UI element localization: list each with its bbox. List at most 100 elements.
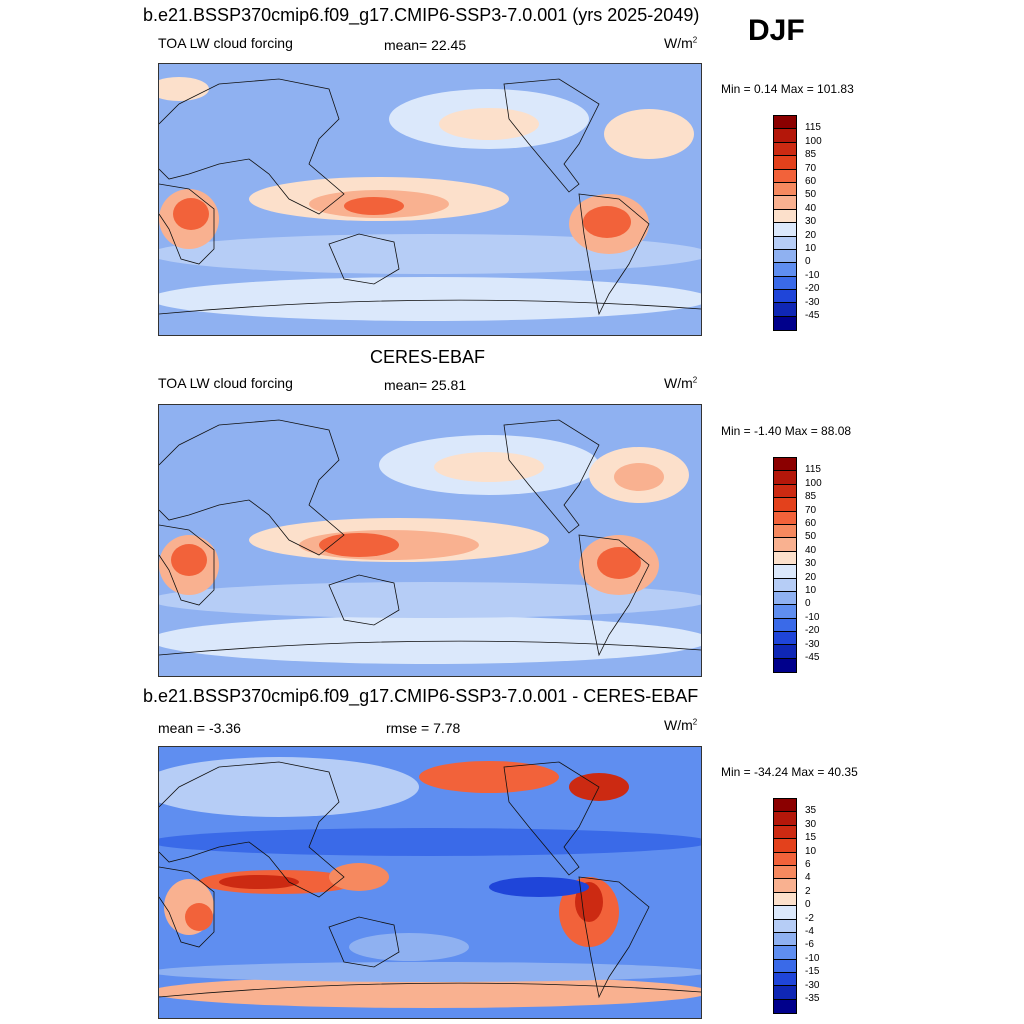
colorbar-swatch (774, 263, 796, 277)
colorbar-tick-label: -10 (805, 952, 820, 964)
colorbar-tick-label: -45 (805, 310, 820, 321)
panel-1-variable: TOA LW cloud forcing (158, 35, 293, 51)
panel-2-colorbar (773, 457, 797, 674)
colorbar-swatch (774, 458, 796, 472)
colorbar-tick-label: 40 (805, 202, 817, 214)
colorbar-tick-label: 10 (805, 845, 817, 857)
colorbar-swatch (774, 645, 796, 659)
panel-2-mean: mean= 25.81 (384, 377, 467, 393)
colorbar-swatch (774, 999, 796, 1014)
colorbar-tick-label: -35 (805, 993, 820, 1004)
colorbar-swatch (774, 906, 796, 920)
colorbar-tick-label: -45 (805, 652, 820, 663)
colorbar-tick-label: -20 (805, 625, 820, 637)
colorbar-tick-label: 15 (805, 832, 817, 844)
season-label: DJF (748, 14, 805, 47)
colorbar-tick-label: 60 (805, 518, 817, 529)
colorbar-swatch (774, 156, 796, 170)
colorbar-swatch (774, 591, 796, 606)
colorbar-tick-label: -20 (805, 283, 820, 295)
panel-1-mean: mean= 22.45 (384, 37, 467, 53)
panel-2-units: W/m2 (664, 375, 698, 391)
colorbar-swatch (774, 852, 796, 866)
colorbar-tick-label: 85 (805, 491, 817, 503)
colorbar-tick-label: -30 (805, 296, 820, 308)
colorbar-swatch (774, 605, 796, 619)
colorbar-swatch (774, 632, 796, 646)
colorbar-tick-label: 0 (805, 256, 811, 268)
colorbar-swatch (774, 986, 796, 1000)
panel-2-title: CERES-EBAF (370, 347, 486, 367)
colorbar-swatch (774, 799, 796, 813)
colorbar-swatch (774, 538, 796, 552)
colorbar-swatch (774, 182, 796, 197)
panel-3-units: W/m2 (664, 717, 698, 733)
colorbar-tick-label: 70 (805, 162, 817, 174)
colorbar-swatch (774, 290, 796, 304)
colorbar-tick-label: -15 (805, 966, 820, 978)
colorbar-swatch (774, 551, 796, 566)
colorbar-swatch (774, 919, 796, 933)
panel-2-map (158, 404, 702, 677)
colorbar-swatch (774, 303, 796, 317)
colorbar-swatch (774, 825, 796, 840)
colorbar-swatch (774, 484, 796, 499)
panel-2-variable: TOA LW cloud forcing (158, 375, 293, 391)
colorbar-swatch (774, 129, 796, 143)
panel-3-rmse: rmse = 7.78 (386, 720, 461, 736)
colorbar-tick-label: 4 (805, 872, 811, 884)
colorbar-swatch (774, 142, 796, 157)
colorbar-swatch (774, 169, 796, 183)
colorbar-tick-label: -2 (805, 912, 814, 924)
colorbar-tick-label: 100 (805, 135, 822, 147)
colorbar-swatch (774, 524, 796, 539)
panel-1-colorbar (773, 115, 797, 332)
colorbar-swatch (774, 236, 796, 250)
colorbar-tick-label: -30 (805, 979, 820, 991)
colorbar-swatch (774, 578, 796, 592)
colorbar-tick-label: 30 (805, 216, 817, 228)
panel-1-title: b.e21.BSSP370cmip6.f09_g17.CMIP6-SSP3-7.… (143, 5, 700, 25)
colorbar-swatch (774, 565, 796, 579)
panel-1-minmax: Min = 0.14 Max = 101.83 (721, 82, 854, 96)
colorbar-swatch (774, 511, 796, 525)
colorbar-tick-label: 100 (805, 477, 822, 489)
colorbar-tick-label: 0 (805, 899, 811, 911)
colorbar-tick-label: 40 (805, 544, 817, 556)
panel-1-map (158, 63, 702, 336)
panel-3-colorbar-ticks: 35 30 15 10 6 4 2 0 -2 -4 -6 -10 -15 -30 -35 (805, 798, 845, 1013)
colorbar-tick-label: 10 (805, 243, 817, 254)
panel-2-colorbar-ticks: 115 100 85 70 60 50 40 30 20 10 0 -10 -20 -30 -45 (805, 457, 845, 672)
panel-3-title: b.e21.BSSP370cmip6.f09_g17.CMIP6-SSP3-7.… (143, 686, 699, 706)
colorbar-tick-label: 30 (805, 818, 817, 830)
colorbar-tick-label: 115 (805, 122, 821, 134)
colorbar-swatch (774, 249, 796, 264)
panel-1-colorbar-ticks: 115 100 85 70 60 50 40 30 20 10 0 -10 -20 -30 -45 (805, 115, 845, 330)
colorbar-swatch (774, 116, 796, 130)
colorbar-tick-label: 115 (805, 464, 821, 476)
colorbar-tick-label: 6 (805, 859, 811, 870)
colorbar-swatch (774, 932, 796, 947)
colorbar-tick-label: 50 (805, 531, 817, 543)
colorbar-tick-label: 0 (805, 598, 811, 610)
colorbar-swatch (774, 879, 796, 893)
colorbar-swatch (774, 276, 796, 291)
colorbar-tick-label: 85 (805, 149, 817, 161)
colorbar-tick-label: 20 (805, 571, 817, 583)
colorbar-swatch (774, 892, 796, 907)
colorbar-tick-label: 70 (805, 504, 817, 516)
colorbar-tick-label: 20 (805, 229, 817, 241)
panel-2-minmax: Min = -1.40 Max = 88.08 (721, 424, 852, 438)
colorbar-tick-label: -30 (805, 638, 820, 650)
colorbar-swatch (774, 658, 796, 673)
colorbar-tick-label: 50 (805, 189, 817, 201)
colorbar-tick-label: 2 (805, 885, 811, 897)
colorbar-swatch (774, 839, 796, 853)
colorbar-tick-label: -10 (805, 269, 820, 281)
colorbar-tick-label: -6 (805, 939, 814, 951)
colorbar-swatch (774, 498, 796, 512)
colorbar-swatch (774, 959, 796, 974)
colorbar-tick-label: 35 (805, 805, 817, 817)
colorbar-tick-label: 10 (805, 585, 817, 596)
colorbar-tick-label: -4 (805, 926, 814, 937)
